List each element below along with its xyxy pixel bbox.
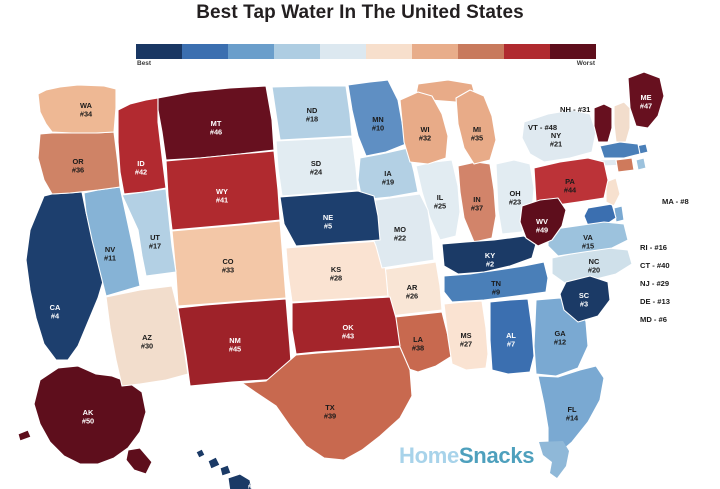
state-ma[interactable] — [599, 141, 641, 159]
state-nd[interactable] — [271, 85, 353, 141]
alaska-aleutian-1 — [17, 429, 32, 442]
state-de[interactable] — [613, 205, 625, 223]
state-fl[interactable] — [537, 365, 605, 455]
legend-swatch-6 — [366, 44, 412, 59]
state-nh[interactable] — [613, 101, 631, 143]
state-ak[interactable] — [33, 365, 147, 465]
state-in[interactable] — [457, 161, 497, 243]
us-choropleth-map: AL #7 AK #50 AZ #30 AR #26 CA #4 CO #33 FL #14 GA #12 HI… — [0, 60, 720, 489]
legend-swatch-3 — [228, 44, 274, 59]
state-pa[interactable] — [533, 157, 609, 207]
callout-ma: MA - #8 — [662, 197, 689, 206]
brand-logo: HomeSnacks — [399, 443, 535, 469]
legend-swatch-8 — [458, 44, 504, 59]
state-wy[interactable] — [165, 150, 281, 231]
state-id[interactable] — [117, 97, 167, 195]
legend-swatch-10 — [550, 44, 596, 59]
state-ky[interactable] — [441, 235, 537, 275]
callout-nh: NH - #31 — [560, 105, 591, 114]
state-ne[interactable] — [279, 190, 381, 247]
state-mt[interactable] — [157, 85, 275, 161]
legend-worst-label: Worst — [576, 60, 595, 67]
legend-swatch-2 — [182, 44, 228, 59]
state-tn[interactable] — [443, 261, 549, 303]
state-ri[interactable] — [635, 157, 647, 171]
hawaii-islet-1 — [195, 448, 206, 459]
state-ut[interactable] — [121, 188, 177, 277]
state-ny[interactable] — [521, 109, 597, 163]
legend-swatch-5 — [320, 44, 366, 59]
state-vt[interactable] — [593, 103, 613, 143]
alaska-panhandle — [125, 447, 153, 475]
state-al[interactable] — [489, 298, 535, 375]
legend-best-label: Best — [137, 60, 152, 67]
hawaii-islet-3 — [219, 464, 232, 477]
state-wv[interactable] — [519, 197, 567, 247]
callout-ct: CT - #40 — [640, 261, 670, 270]
state-nj[interactable] — [605, 177, 621, 207]
page-title: Best Tap Water In The United States — [196, 2, 524, 23]
state-or[interactable] — [37, 131, 121, 195]
brand-logo-mark — [539, 441, 569, 478]
state-tx[interactable] — [241, 346, 413, 461]
state-ms[interactable] — [443, 300, 489, 371]
state-sc[interactable] — [559, 275, 611, 323]
state-hi[interactable] — [227, 473, 253, 489]
color-legend: Best Worst — [136, 44, 596, 67]
callout-de: DE - #13 — [640, 297, 670, 306]
legend-swatch-1 — [136, 44, 182, 59]
state-me[interactable] — [627, 71, 665, 129]
state-sd[interactable] — [275, 136, 359, 197]
state-ok[interactable] — [291, 296, 401, 355]
state-mn[interactable] — [347, 79, 407, 157]
state-co[interactable] — [171, 220, 287, 307]
state-ia[interactable] — [357, 147, 419, 201]
legend-swatch-7 — [412, 44, 458, 59]
state-va[interactable] — [547, 221, 629, 257]
state-ks[interactable] — [285, 240, 389, 303]
brand-logo-part2: Snacks — [458, 443, 535, 468]
state-ct[interactable] — [615, 157, 635, 173]
callout-nj: NJ - #29 — [640, 279, 669, 288]
hawaii-islet-2 — [207, 456, 221, 470]
brand-logo-part1: Home — [399, 443, 459, 468]
state-mi[interactable] — [455, 89, 497, 165]
state-wa[interactable] — [37, 84, 117, 134]
callout-vt: VT - #48 — [528, 123, 557, 132]
legend-swatch-9 — [504, 44, 550, 59]
legend-gradient-bar — [136, 44, 596, 59]
state-az[interactable] — [105, 285, 189, 387]
legend-swatch-4 — [274, 44, 320, 59]
callout-ri: RI - #16 — [640, 243, 667, 252]
state-wi[interactable] — [399, 91, 449, 165]
callout-md: MD - #6 — [640, 315, 667, 324]
